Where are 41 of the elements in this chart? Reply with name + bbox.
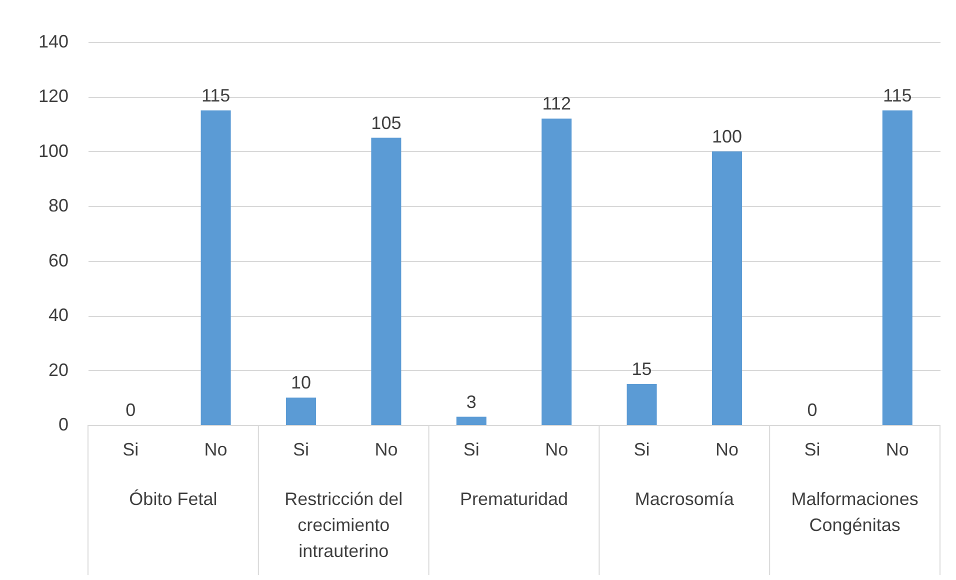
y-tick-label: 100 bbox=[38, 140, 68, 161]
text: Prematuridad bbox=[460, 489, 568, 509]
data-label: 105 bbox=[371, 112, 402, 133]
data-label: 15 bbox=[632, 358, 652, 379]
x-tick-label: No bbox=[374, 440, 398, 460]
bar bbox=[882, 110, 912, 425]
x-tick-label: Si bbox=[634, 440, 650, 460]
x-tick-label: Si bbox=[292, 440, 310, 460]
bar bbox=[712, 151, 742, 425]
text: Óbito Fetal bbox=[129, 489, 218, 509]
y-tick-label: 120 bbox=[38, 86, 68, 106]
text: Macrosomía bbox=[634, 489, 735, 509]
bar bbox=[286, 398, 316, 425]
data-label: 115 bbox=[883, 85, 912, 106]
x-tick-label: Si bbox=[463, 440, 480, 460]
data-label: 3 bbox=[466, 392, 476, 412]
y-tick-label: 20 bbox=[48, 360, 68, 380]
x-tick-label: No bbox=[204, 440, 228, 460]
x-tick-label: Si bbox=[122, 440, 139, 460]
y-tick-label: 80 bbox=[48, 196, 68, 216]
x-tick-label: Si bbox=[804, 440, 820, 460]
x-tick-label: No bbox=[545, 440, 568, 460]
text: Restricción del crecimiento intrauterino bbox=[284, 489, 403, 561]
data-label: 0 bbox=[807, 400, 818, 420]
bar bbox=[200, 110, 231, 425]
y-tick-label: 40 bbox=[48, 305, 68, 326]
bar bbox=[626, 384, 657, 425]
bar bbox=[542, 118, 572, 425]
y-tick-label: 60 bbox=[48, 250, 68, 270]
data-label: 0 bbox=[126, 400, 136, 420]
x-tick-label: No bbox=[715, 440, 739, 460]
data-label: 10 bbox=[290, 372, 312, 393]
data-label: 115 bbox=[201, 85, 230, 106]
text: Malformaciones Congénitas bbox=[791, 489, 918, 535]
data-label: 112 bbox=[542, 94, 571, 114]
y-tick-label: 140 bbox=[38, 32, 68, 52]
x-tick-label: No bbox=[886, 440, 909, 460]
data-label: 100 bbox=[712, 126, 742, 146]
bar bbox=[371, 138, 402, 425]
bar bbox=[456, 416, 486, 425]
y-tick-label: 0 bbox=[58, 414, 68, 434]
